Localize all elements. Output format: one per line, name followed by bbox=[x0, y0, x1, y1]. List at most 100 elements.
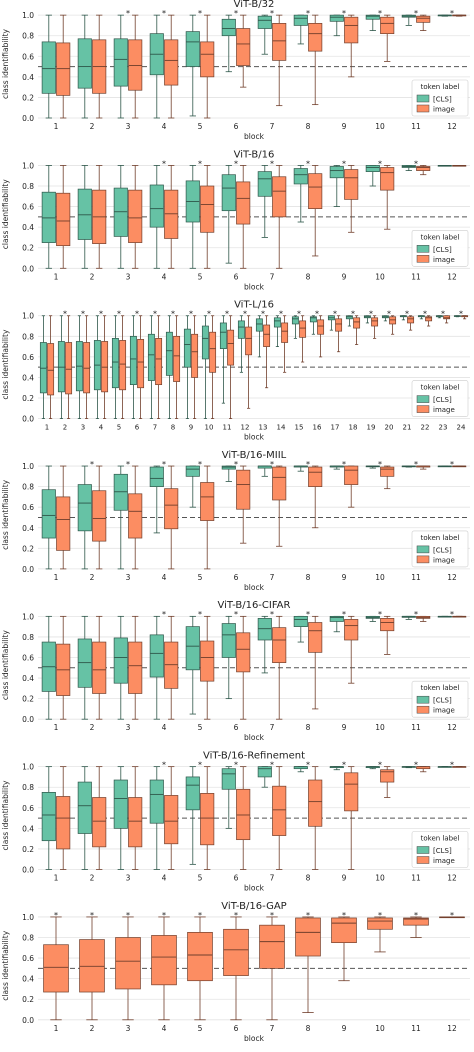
x-tick-label: 2 bbox=[90, 1024, 95, 1033]
legend-swatch bbox=[416, 555, 430, 564]
x-tick-label: 2 bbox=[90, 573, 95, 582]
significance-star: * bbox=[198, 159, 202, 168]
legend-entry: [CLS] bbox=[433, 546, 452, 554]
significance-star: * bbox=[225, 310, 229, 319]
significance-star: * bbox=[378, 460, 382, 469]
legend: token label [CLS] image bbox=[411, 680, 469, 718]
legend-title: token label bbox=[421, 233, 460, 241]
x-tick-label: 7 bbox=[270, 122, 275, 131]
box bbox=[77, 188, 92, 240]
y-tick-label: 0.0 bbox=[22, 264, 34, 273]
significance-star: * bbox=[414, 610, 418, 619]
x-tick-label: 14 bbox=[277, 424, 286, 432]
significance-star: * bbox=[306, 911, 310, 920]
box bbox=[329, 615, 344, 622]
box bbox=[223, 928, 249, 976]
significance-star: * bbox=[450, 911, 454, 920]
significance-star: * bbox=[234, 911, 238, 920]
significance-star: * bbox=[90, 460, 94, 469]
significance-star: * bbox=[234, 610, 238, 619]
box bbox=[353, 317, 361, 329]
significance-star: * bbox=[378, 9, 382, 18]
significance-star: * bbox=[162, 911, 166, 920]
box bbox=[56, 192, 71, 247]
x-tick-label: 1 bbox=[54, 1024, 59, 1033]
box bbox=[221, 174, 236, 212]
box bbox=[380, 16, 395, 35]
significance-star: * bbox=[369, 310, 373, 319]
significance-star: * bbox=[261, 310, 265, 319]
y-axis-label: class identifiability bbox=[1, 630, 10, 701]
box bbox=[128, 641, 143, 694]
significance-star: * bbox=[333, 310, 337, 319]
legend-title: token label bbox=[421, 835, 460, 843]
x-tick-label: 16 bbox=[313, 424, 322, 432]
legend: token label [CLS] image bbox=[411, 79, 469, 117]
x-tick-label: 1 bbox=[45, 424, 49, 432]
box bbox=[137, 339, 145, 389]
x-tick-label: 3 bbox=[81, 424, 85, 432]
x-tick-label: 8 bbox=[306, 1024, 311, 1033]
significance-star: * bbox=[342, 9, 346, 18]
x-tick-label: 11 bbox=[411, 272, 421, 281]
significance-star: * bbox=[81, 310, 85, 319]
box bbox=[272, 466, 287, 501]
x-tick-label: 5 bbox=[198, 122, 203, 131]
x-axis-label: block bbox=[244, 733, 265, 742]
box bbox=[255, 318, 263, 332]
x-tick-label: 8 bbox=[306, 874, 311, 883]
legend-entry: image bbox=[433, 106, 455, 114]
box bbox=[128, 39, 143, 91]
box bbox=[92, 641, 107, 694]
x-axis-label: block bbox=[244, 583, 265, 592]
x-tick-label: 1 bbox=[54, 272, 59, 281]
x-tick-label: 12 bbox=[447, 723, 457, 732]
legend-title: token label bbox=[421, 684, 460, 692]
x-tick-label: 8 bbox=[171, 424, 175, 432]
significance-star: * bbox=[162, 761, 166, 770]
box bbox=[56, 496, 71, 551]
significance-star: * bbox=[198, 460, 202, 469]
x-tick-label: 19 bbox=[367, 424, 376, 432]
box bbox=[371, 317, 379, 327]
x-tick-label: 5 bbox=[198, 272, 203, 281]
y-tick-label: 0.4 bbox=[22, 223, 34, 232]
box bbox=[77, 781, 92, 834]
chart-title: ViT-B/16 bbox=[234, 149, 275, 160]
box bbox=[331, 917, 357, 944]
significance-star: * bbox=[234, 9, 238, 18]
significance-star: * bbox=[234, 460, 238, 469]
box bbox=[77, 484, 92, 532]
box bbox=[113, 38, 128, 87]
legend-entry: [CLS] bbox=[433, 246, 452, 254]
significance-star: * bbox=[306, 610, 310, 619]
x-tick-label: 3 bbox=[126, 122, 131, 131]
x-tick-label: 2 bbox=[90, 122, 95, 131]
significance-star: * bbox=[198, 911, 202, 920]
box bbox=[113, 473, 128, 511]
significance-star: * bbox=[198, 9, 202, 18]
y-tick-label: 0.6 bbox=[22, 653, 34, 662]
y-tick-label: 0.2 bbox=[22, 394, 34, 403]
significance-star: * bbox=[126, 460, 130, 469]
chart-title: ViT-B/16-Refinement bbox=[203, 751, 305, 762]
significance-star: * bbox=[459, 310, 463, 319]
y-tick-label: 0.6 bbox=[22, 954, 34, 963]
y-tick-label: 1.0 bbox=[22, 312, 34, 321]
x-axis-label: block bbox=[244, 884, 265, 893]
box bbox=[41, 489, 56, 539]
box bbox=[236, 632, 251, 673]
y-tick-label: 0.0 bbox=[22, 114, 34, 123]
box bbox=[221, 465, 236, 470]
x-tick-label: 8 bbox=[306, 573, 311, 582]
box bbox=[56, 42, 71, 96]
x-tick-label: 22 bbox=[421, 424, 430, 432]
legend-title: token label bbox=[421, 384, 460, 392]
x-tick-label: 4 bbox=[162, 272, 167, 281]
box bbox=[92, 797, 107, 848]
box bbox=[185, 776, 200, 811]
significance-star: * bbox=[153, 310, 157, 319]
y-axis-label: class identifiability bbox=[1, 28, 10, 99]
x-tick-label: 2 bbox=[90, 723, 95, 732]
x-tick-label: 4 bbox=[162, 1024, 167, 1033]
